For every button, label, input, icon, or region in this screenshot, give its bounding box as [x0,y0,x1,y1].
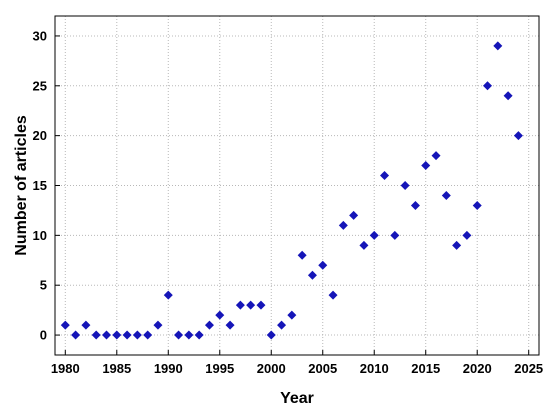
data-point-2016 [431,151,441,161]
y-axis-ticks: 0 5 10 15 20 25 30 [33,28,60,343]
data-point-2019 [462,230,472,240]
data-point-1999 [256,300,266,310]
data-point-2009 [359,240,369,250]
x-tick-label: 2010 [360,361,389,376]
data-point-2021 [483,81,493,91]
data-point-1995 [215,310,225,320]
data-point-1994 [204,320,214,330]
y-tick-label: 10 [33,228,47,243]
data-point-2011 [380,171,390,181]
data-point-2010 [369,230,379,240]
data-point-2003 [297,250,307,260]
data-point-1984 [101,330,111,340]
data-point-1980 [60,320,70,330]
data-point-2008 [349,210,359,220]
y-tick-label: 0 [40,328,47,343]
y-axis-title: Number of articles [13,115,30,256]
data-point-2007 [338,220,348,230]
data-points [60,41,523,340]
data-point-2018 [452,240,462,250]
data-point-1992 [184,330,194,340]
data-point-1991 [174,330,184,340]
x-tick-label: 2000 [257,361,286,376]
x-tick-label: 2005 [308,361,337,376]
data-point-2013 [400,181,410,190]
x-tick-label: 1985 [102,361,131,376]
data-point-2000 [266,330,276,340]
data-point-1982 [81,320,91,330]
x-tick-label: 1990 [154,361,183,376]
data-point-1983 [91,330,101,340]
data-point-1985 [112,330,122,340]
data-point-1987 [132,330,142,340]
x-axis-ticks: 1980 1985 1990 1995 2000 2005 2010 2015 2020 2025 [51,350,543,376]
y-tick-label: 30 [33,28,47,43]
data-point-2006 [328,290,338,300]
y-tick-label: 25 [33,78,47,93]
data-point-1993 [194,330,204,340]
data-point-1997 [235,300,245,310]
data-point-2012 [390,230,400,240]
data-point-2002 [287,310,297,320]
y-tick-label: 5 [40,278,47,293]
data-point-1998 [246,300,256,310]
x-tick-label: 2015 [411,361,440,376]
x-tick-label: 2025 [514,361,543,376]
data-point-1988 [143,330,153,340]
data-point-2023 [503,91,513,101]
data-point-2001 [277,320,287,330]
data-point-2024 [513,131,523,141]
data-point-2014 [410,200,420,210]
data-point-1986 [122,330,132,340]
data-point-2004 [307,270,317,280]
x-tick-label: 2020 [463,361,492,376]
data-point-1996 [225,320,235,330]
data-point-1989 [153,320,163,330]
data-point-2017 [441,190,451,200]
grid [55,16,539,355]
y-tick-label: 15 [33,178,47,193]
x-tick-label: 1995 [205,361,234,376]
x-tick-label: 1980 [51,361,80,376]
x-axis-title: Year [280,390,314,407]
data-point-2022 [493,41,503,51]
data-point-1990 [163,290,173,300]
data-point-2020 [472,200,482,210]
data-point-2005 [318,260,328,270]
data-point-1981 [71,330,81,340]
y-tick-label: 20 [33,128,47,143]
data-point-2015 [421,161,431,171]
